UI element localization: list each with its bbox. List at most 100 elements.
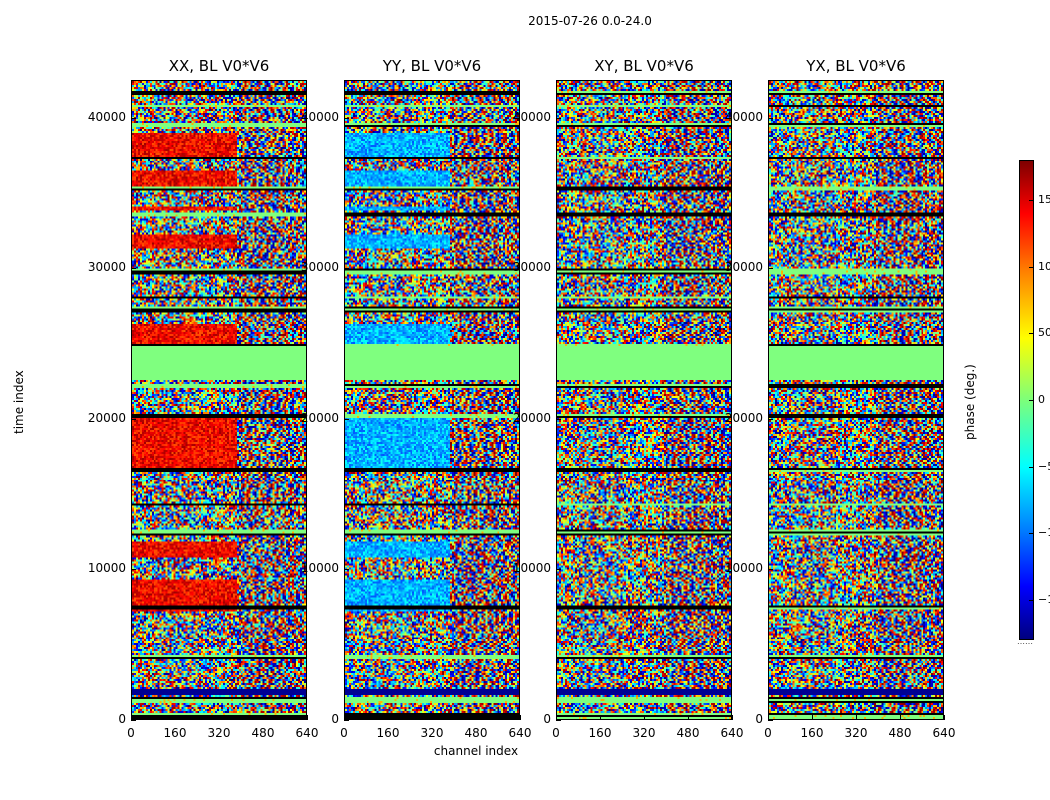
y-tick (131, 268, 136, 270)
colorbar-tick-label: 100 (1038, 259, 1050, 273)
y-tick (131, 569, 136, 571)
colorbar-tick (1029, 533, 1034, 535)
panel-title: YX, BL V0*V6 (806, 57, 906, 75)
colorbar-label: phase (deg.) (963, 364, 977, 440)
y-tick (344, 117, 349, 119)
figure-title: 2015-07-26 0.0-24.0 (528, 14, 652, 28)
phase-heatmap (556, 80, 732, 720)
x-tick (600, 715, 601, 720)
colorbar-tick (1029, 600, 1034, 601)
y-tick (556, 569, 561, 571)
x-tick-label: 320 (207, 726, 231, 740)
x-tick (900, 715, 901, 720)
y-tick (768, 117, 773, 119)
x-tick-label: 0 (340, 726, 348, 740)
x-axis-label: channel index (433, 744, 519, 758)
panel-title: XX, BL V0*V6 (168, 57, 270, 75)
y-tick-label: 10000 (512, 561, 551, 576)
x-tick (520, 715, 521, 720)
x-tick (732, 715, 733, 720)
x-tick (644, 715, 645, 720)
y-tick (768, 569, 773, 571)
x-tick-label: 160 (800, 726, 824, 740)
x-tick-label: 160 (588, 726, 612, 740)
x-tick (476, 715, 477, 720)
y-tick-label: 0 (331, 712, 339, 726)
x-tick-label: 320 (632, 726, 656, 740)
y-tick-label: 0 (543, 712, 551, 726)
phase-heatmap (344, 80, 520, 720)
y-tick (768, 720, 773, 721)
x-tick-label: 640 (295, 726, 319, 740)
x-tick (944, 715, 945, 720)
colorbar-tick-label: −50 (1038, 459, 1050, 473)
y-tick-label: 20000 (724, 410, 763, 425)
x-tick-label: 320 (420, 726, 444, 740)
x-tick (768, 715, 769, 720)
y-tick-label: 30000 (300, 260, 339, 275)
colorbar-tick-label: 0 (1038, 393, 1045, 406)
phase-heatmap (131, 80, 307, 720)
y-tick (556, 418, 561, 420)
y-tick (344, 418, 349, 420)
colorbar-tick (1029, 200, 1034, 201)
y-tick-label: 40000 (300, 109, 339, 124)
colorbar-tick-label: 150 (1038, 193, 1050, 206)
x-tick-label: 480 (464, 726, 488, 740)
y-tick-label: 40000 (512, 109, 551, 124)
y-tick (131, 418, 136, 420)
y-tick (768, 418, 773, 420)
x-tick-label: 0 (764, 726, 772, 740)
y-tick-label: 40000 (87, 109, 126, 124)
y-tick (344, 720, 349, 721)
y-tick-label: 0 (755, 712, 763, 726)
y-tick (768, 268, 773, 270)
panel-3: YX, BL V0*V6 0 160 320 480 640 0 10000 20000 3000… (725, 57, 956, 740)
colorbar-tick-label: 50 (1038, 326, 1050, 340)
x-tick (856, 715, 857, 720)
y-tick (556, 117, 561, 119)
x-tick-label: 160 (376, 726, 400, 740)
x-tick (131, 715, 132, 720)
y-tick (344, 569, 349, 571)
panel-0: XX, BL V0*V6 0 160 320 480 640 0 10000 20000 3000… (88, 57, 319, 740)
colorbar-tick (1029, 466, 1034, 468)
colorbar-tick-label: −150 (1038, 593, 1050, 606)
x-tick-label: 160 (163, 726, 187, 740)
x-tick (344, 715, 345, 720)
y-tick (556, 268, 561, 270)
colorbar-offset-marker: …… (1017, 637, 1033, 646)
y-tick (556, 720, 561, 721)
y-tick-label: 10000 (724, 561, 763, 576)
y-tick (131, 117, 136, 119)
x-tick-label: 480 (251, 726, 275, 740)
x-tick-label: 0 (552, 726, 560, 740)
colorbar-tick-label: −100 (1038, 526, 1050, 540)
x-tick (263, 715, 264, 720)
x-tick-label: 480 (676, 726, 700, 740)
x-tick (556, 715, 557, 720)
x-tick (388, 715, 389, 720)
y-tick-label: 30000 (724, 260, 763, 275)
y-tick-label: 10000 (300, 561, 339, 576)
x-tick-label: 0 (127, 726, 135, 740)
x-tick-label: 640 (932, 726, 956, 740)
y-tick-label: 20000 (87, 410, 126, 425)
panel-2: XY, BL V0*V6 0 160 320 480 640 0 10000 20000 3000… (513, 57, 744, 740)
y-tick-label: 10000 (87, 561, 126, 576)
panel-1: YY, BL V0*V6 0 160 320 480 640 0 10000 20000 3000… (301, 57, 532, 740)
x-tick (219, 715, 220, 720)
phase-heatmap (768, 80, 944, 720)
y-tick-label: 20000 (512, 410, 551, 425)
x-tick-label: 480 (888, 726, 912, 740)
colorbar-tick (1029, 333, 1034, 335)
panel-title: XY, BL V0*V6 (594, 57, 694, 75)
y-tick-label: 30000 (87, 260, 126, 275)
x-tick (307, 715, 308, 720)
y-tick (131, 720, 136, 721)
y-tick-label: 0 (118, 712, 126, 726)
y-tick-label: 20000 (300, 410, 339, 425)
y-tick-label: 30000 (512, 260, 551, 275)
x-tick-label: 640 (508, 726, 532, 740)
y-tick-label: 40000 (724, 109, 763, 124)
